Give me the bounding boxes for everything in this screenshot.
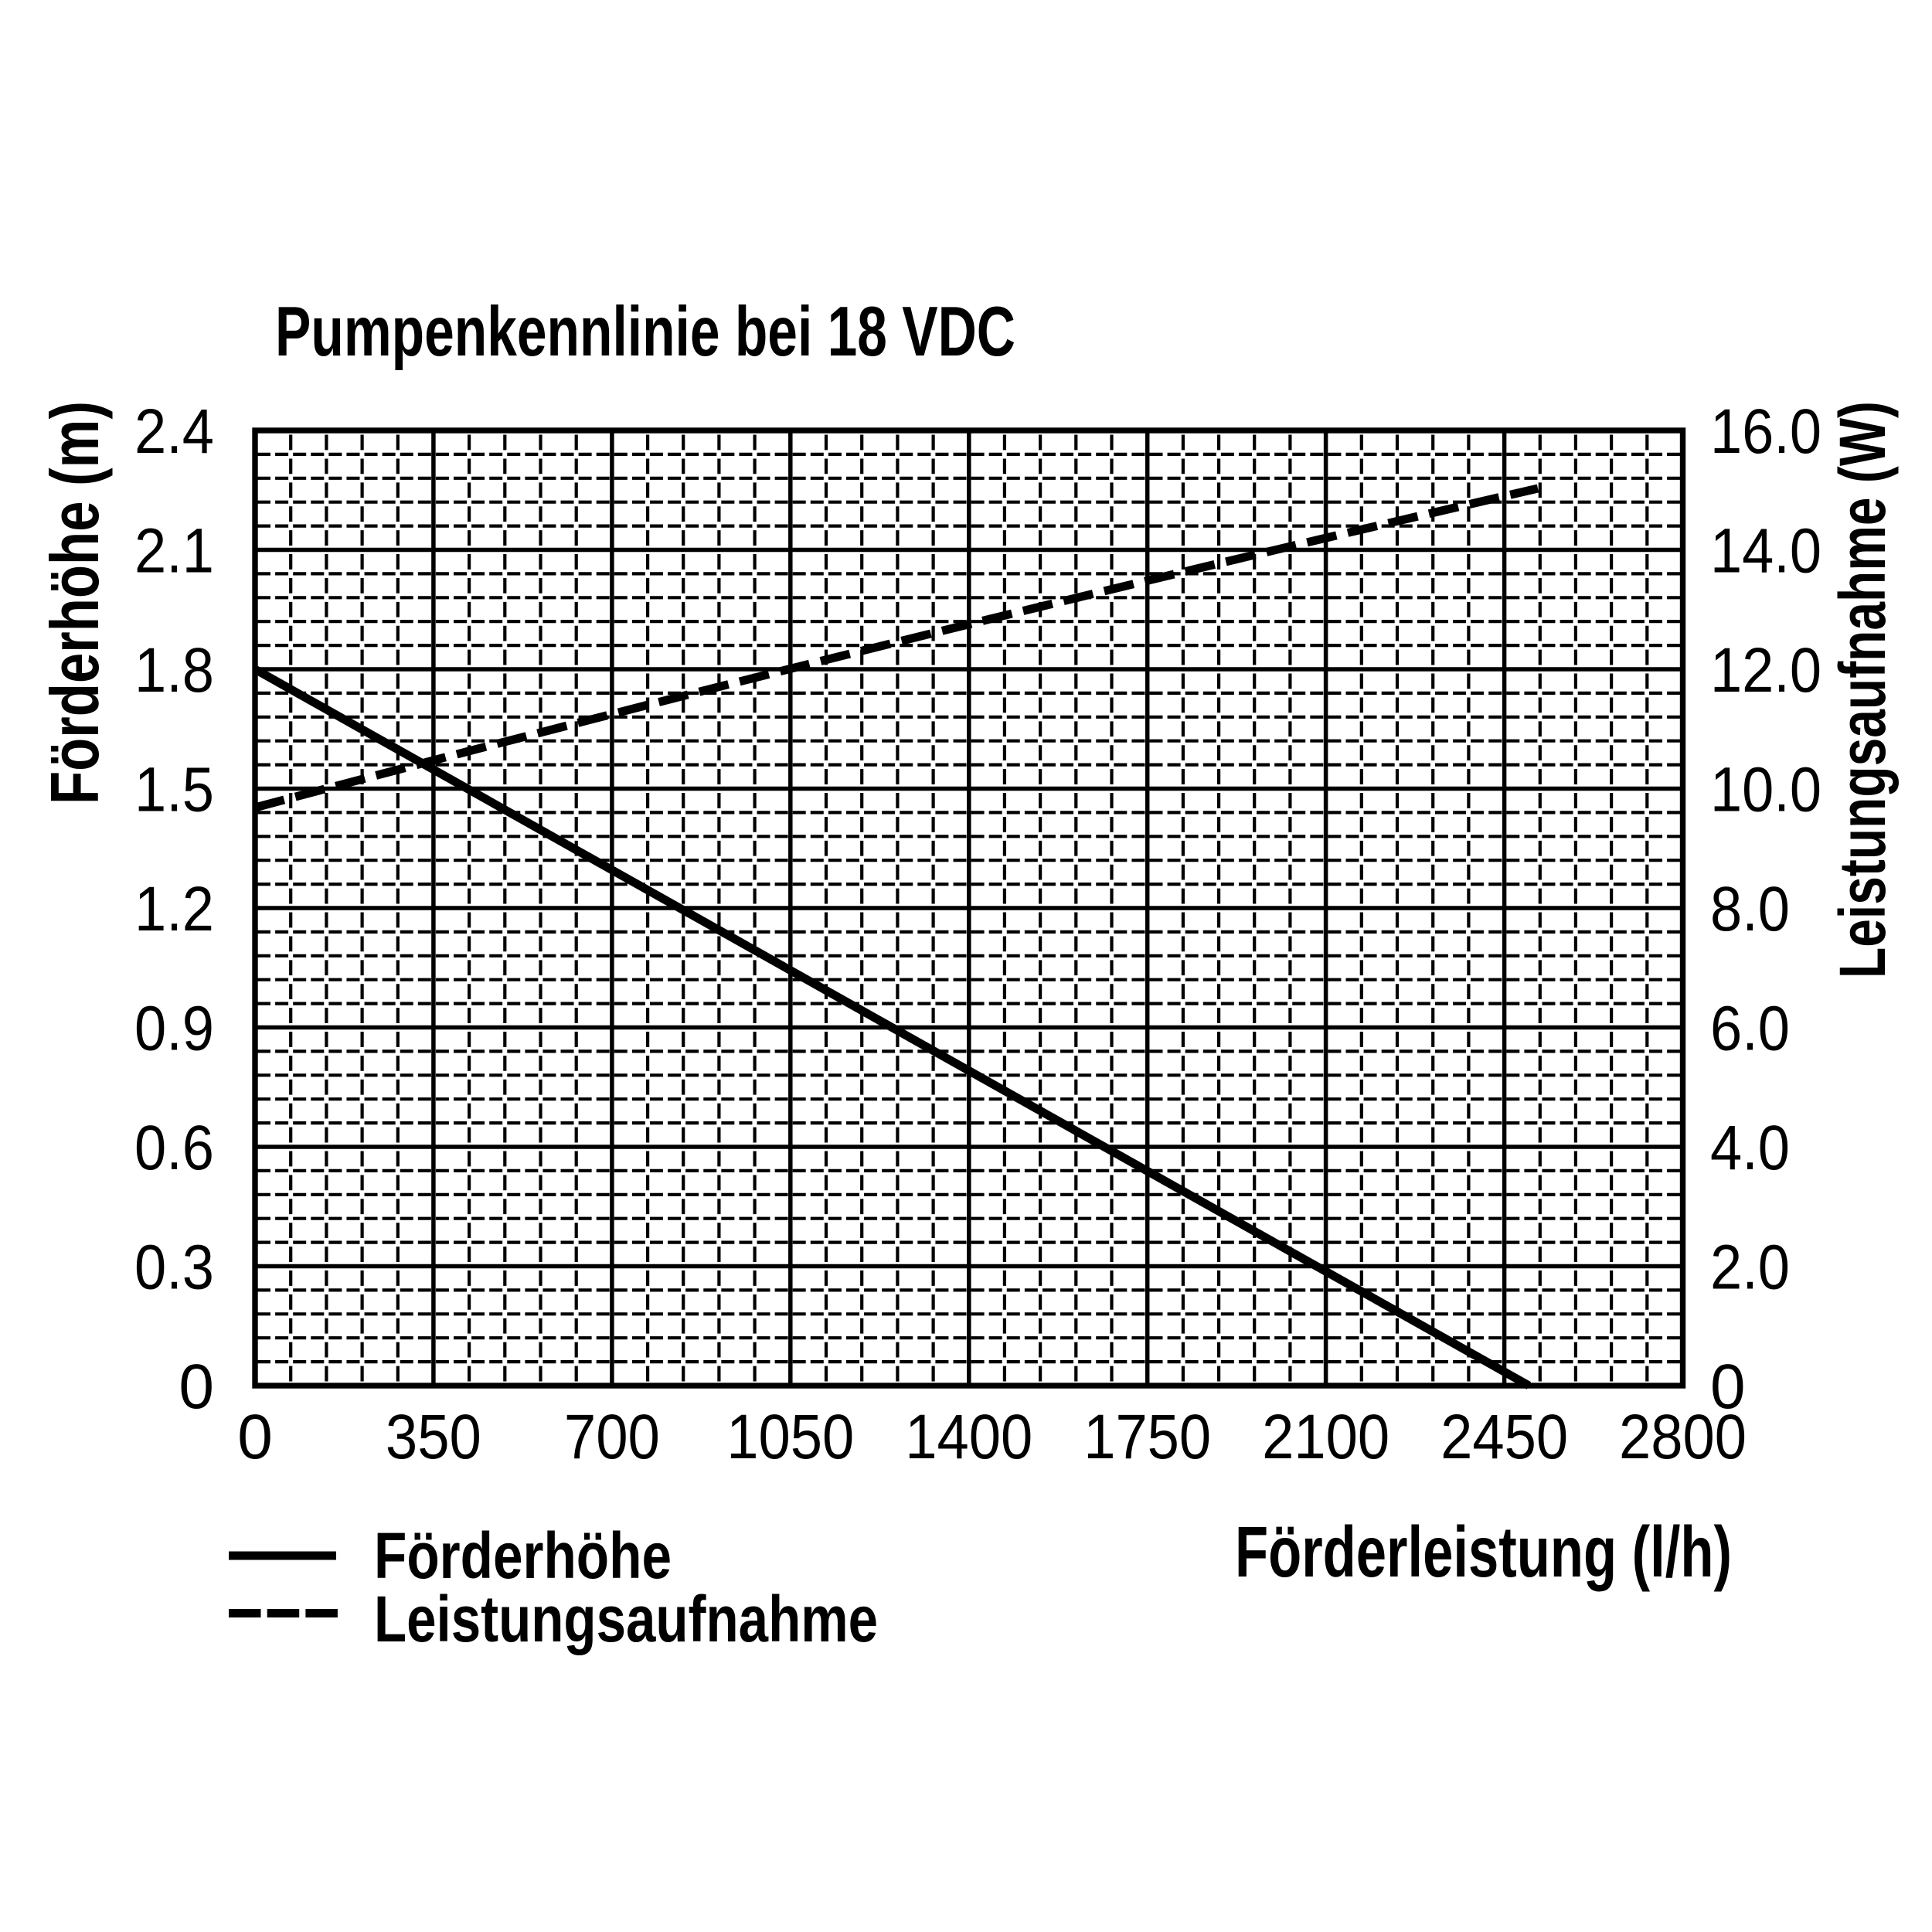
svg-text:1750: 1750 xyxy=(1083,1402,1211,1472)
svg-text:10.0: 10.0 xyxy=(1710,755,1821,825)
svg-text:8.0: 8.0 xyxy=(1710,874,1790,944)
svg-text:1.2: 1.2 xyxy=(134,874,214,944)
svg-text:Förderhöhe: Förderhöhe xyxy=(374,1519,672,1592)
svg-text:350: 350 xyxy=(386,1402,481,1472)
svg-text:16.0: 16.0 xyxy=(1710,396,1821,467)
svg-text:2.4: 2.4 xyxy=(134,396,214,467)
svg-text:12.0: 12.0 xyxy=(1710,635,1821,706)
svg-text:1400: 1400 xyxy=(905,1402,1032,1472)
svg-text:Pumpenkennlinie bei 18 VDC: Pumpenkennlinie bei 18 VDC xyxy=(275,293,1015,371)
svg-text:Förderleistung (l/h): Förderleistung (l/h) xyxy=(1235,1512,1732,1592)
svg-text:2.0: 2.0 xyxy=(1710,1233,1790,1303)
svg-text:6.0: 6.0 xyxy=(1710,994,1790,1064)
svg-text:2100: 2100 xyxy=(1262,1402,1389,1472)
svg-text:0.9: 0.9 xyxy=(134,994,214,1064)
svg-text:2800: 2800 xyxy=(1619,1402,1747,1472)
svg-text:Leistungsaufnahme: Leistungsaufnahme xyxy=(374,1583,878,1655)
svg-text:0: 0 xyxy=(1710,1352,1746,1422)
svg-text:1.8: 1.8 xyxy=(134,635,214,706)
svg-text:4.0: 4.0 xyxy=(1710,1113,1790,1183)
svg-text:Förderhöhe (m): Förderhöhe (m) xyxy=(36,401,113,804)
svg-text:14.0: 14.0 xyxy=(1710,516,1821,587)
svg-text:1.5: 1.5 xyxy=(134,755,214,825)
svg-text:0.6: 0.6 xyxy=(134,1113,214,1183)
svg-text:0: 0 xyxy=(179,1352,214,1422)
svg-text:0.3: 0.3 xyxy=(134,1233,214,1303)
svg-text:1050: 1050 xyxy=(726,1402,854,1472)
svg-text:2.1: 2.1 xyxy=(134,516,214,587)
svg-text:0: 0 xyxy=(237,1402,273,1472)
svg-text:2450: 2450 xyxy=(1440,1402,1568,1472)
svg-text:Leistungsaufnahme (W): Leistungsaufnahme (W) xyxy=(1826,401,1899,978)
svg-text:700: 700 xyxy=(564,1402,660,1472)
